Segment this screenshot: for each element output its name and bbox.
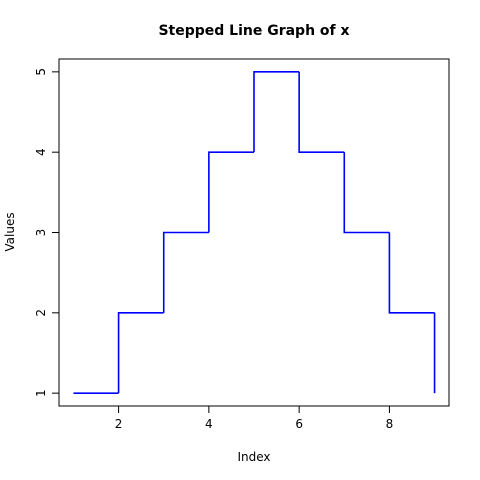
- chart-title: Stepped Line Graph of x: [158, 23, 349, 39]
- y-tick-label: 3: [34, 229, 48, 237]
- step-segment: [117, 312, 164, 394]
- x-tick-label: 4: [205, 417, 213, 431]
- y-axis-label: Values: [3, 212, 17, 251]
- y-tick-label: 5: [34, 68, 48, 76]
- step-segment: [253, 71, 300, 153]
- y-tick-label: 1: [34, 389, 48, 397]
- step-segment: [343, 152, 390, 234]
- x-tick-label: 8: [386, 417, 394, 431]
- step-segment: [388, 232, 435, 314]
- step-segment: [208, 151, 254, 233]
- step-segment: [298, 71, 345, 153]
- x-axis-label: Index: [237, 450, 270, 464]
- x-tick-label: 6: [295, 417, 303, 431]
- step-segment: [162, 231, 209, 313]
- y-tick-label: 4: [34, 148, 48, 156]
- y-tick-label: 2: [34, 309, 48, 317]
- x-tick-label: 2: [115, 417, 123, 431]
